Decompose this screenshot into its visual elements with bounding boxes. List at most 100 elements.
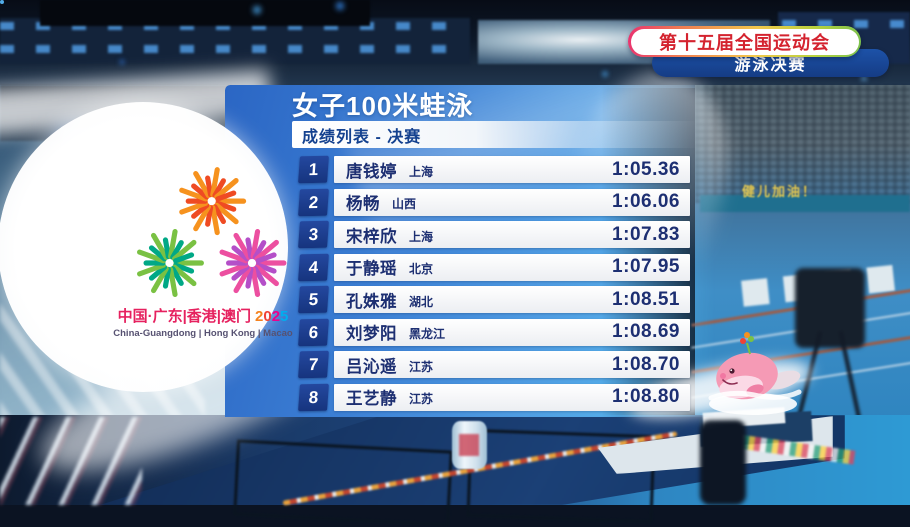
bg-truss — [40, 0, 370, 26]
logo-petal — [219, 249, 249, 264]
games-title-text: 第十五届全国运动会 — [659, 32, 830, 53]
logo-petal — [210, 167, 220, 198]
athlete-team: 黑龙江 — [409, 327, 446, 341]
pink-dolphin-mascot — [708, 332, 802, 415]
subtitle-bar: 成绩列表 - 决赛 — [292, 121, 700, 148]
table-row: 8 王艺静 江苏 1:08.80 — [298, 383, 690, 411]
logo-petal — [231, 245, 250, 262]
table-row: 1 唐钱婷 上海 1:05.36 — [298, 155, 690, 184]
rank-badge: 2 — [298, 188, 329, 216]
result-time: 1:08.51 — [612, 288, 680, 310]
result-bar: 吕沁遥 江苏 1:08.70 — [334, 351, 690, 378]
subtitle-text: 成绩列表 - 决赛 — [302, 128, 422, 146]
logo-petal — [168, 266, 178, 297]
logo-petal — [245, 237, 254, 260]
mascot-smile — [722, 379, 738, 385]
bg-led-strip — [0, 22, 462, 30]
rank-badge: 1 — [298, 155, 329, 184]
result-time: 1:06.06 — [612, 191, 680, 212]
logo-line-en: China-Guangdong | Hong Kong | Macao — [113, 328, 293, 339]
bg-official-figure — [700, 420, 746, 505]
mascot-eye — [729, 368, 735, 374]
athlete-name: 刘梦阳 — [346, 325, 397, 343]
logo-petal — [214, 202, 239, 225]
logo-petal — [210, 205, 220, 236]
logo-petal — [252, 240, 267, 260]
athlete-team: 上海 — [409, 229, 434, 244]
result-bar: 唐钱婷 上海 1:05.36 — [334, 156, 690, 183]
logo-petal — [255, 252, 277, 264]
result-bar: 刘梦阳 黑龙江 1:08.69 — [334, 318, 690, 346]
logo-petal — [171, 239, 197, 262]
result-bar: 杨畅 山西 1:06.06 — [334, 188, 690, 216]
logo-petal — [250, 266, 261, 297]
athlete-name: 吕沁遥 — [346, 357, 397, 376]
logo-petal — [245, 266, 254, 289]
mascot-eye-glint — [730, 369, 733, 372]
logo-petal — [205, 175, 214, 198]
result-bar: 宋梓欣 上海 1:07.83 — [334, 221, 690, 248]
logo-petal — [170, 240, 184, 260]
rank-badge: 7 — [298, 350, 329, 379]
logo-petal — [250, 229, 261, 260]
athlete-team: 北京 — [409, 262, 434, 276]
games-firework-logo — [137, 167, 287, 297]
games-title-badge-inner: 第十五届全国运动会 — [630, 28, 859, 55]
logo-petal — [191, 202, 210, 219]
logo-petal — [150, 232, 169, 260]
logo-petal — [179, 187, 209, 202]
logo-petal — [255, 262, 277, 274]
athlete-team: 湖北 — [409, 294, 434, 309]
logo-petal — [252, 266, 267, 286]
mascot-propeller-petal — [740, 338, 746, 344]
logo-petal — [137, 262, 166, 277]
logo-petal — [254, 264, 279, 287]
result-time: 1:08.80 — [612, 386, 680, 407]
logo-petal — [214, 178, 239, 200]
bg-railing-frame — [233, 439, 453, 527]
mascot-cheek — [720, 373, 726, 379]
result-bar: 孔姝雅 湖北 1:08.51 — [334, 286, 690, 313]
logo-petal — [137, 249, 166, 264]
bg-crowd-stands — [695, 85, 910, 203]
session-text: 游泳决赛 — [734, 57, 807, 74]
logo-petal — [193, 170, 211, 198]
table-row: 3 宋梓欣 上海 1:07.83 — [298, 220, 690, 249]
logo-petal — [173, 252, 195, 264]
logo-petal — [179, 200, 209, 215]
logo-petal — [233, 232, 252, 260]
mascot-propeller-petal — [744, 332, 750, 338]
result-time: 1:05.36 — [612, 158, 680, 180]
logo-petal — [212, 204, 226, 225]
bg-barrel-label — [459, 434, 479, 456]
athlete-team: 山西 — [392, 197, 417, 211]
logo-petal — [162, 266, 171, 289]
games-title-badge: 第十五届全国运动会 — [628, 26, 861, 57]
logo-petal — [219, 262, 249, 277]
logo-petal — [193, 204, 211, 232]
table-row: 5 孔姝雅 湖北 1:08.51 — [298, 285, 690, 314]
logo-petal — [170, 266, 184, 286]
mascot-propeller-petal — [748, 336, 754, 342]
games-logo-text: 中国·广东|香港|澳门 2025 China-Guangdong | Hong K… — [103, 305, 303, 339]
logo-petal — [215, 190, 237, 202]
logo-petal — [150, 266, 169, 294]
athlete-name: 于静瑶 — [346, 260, 397, 278]
rank-badge: 4 — [298, 253, 329, 281]
table-row: 6 刘梦阳 黑龙江 1:08.69 — [298, 318, 690, 346]
logo-petal — [231, 264, 250, 281]
athlete-team: 上海 — [409, 164, 434, 179]
athlete-name: 唐钱婷 — [346, 162, 397, 181]
table-row: 7 吕沁遥 江苏 1:08.70 — [298, 350, 690, 379]
logo-petal — [173, 262, 195, 274]
athlete-name: 宋梓欣 — [346, 227, 397, 246]
athlete-team: 江苏 — [409, 392, 434, 406]
logo-petal — [191, 183, 210, 200]
bg-banner-text: 健儿加油！ — [742, 184, 818, 199]
logo-petal — [168, 229, 178, 260]
result-time: 1:08.69 — [612, 321, 680, 342]
table-row: 4 于静瑶 北京 1:07.95 — [298, 253, 690, 281]
rank-badge: 3 — [298, 220, 329, 249]
logo-petal — [205, 205, 214, 227]
logo-petal — [215, 200, 237, 212]
